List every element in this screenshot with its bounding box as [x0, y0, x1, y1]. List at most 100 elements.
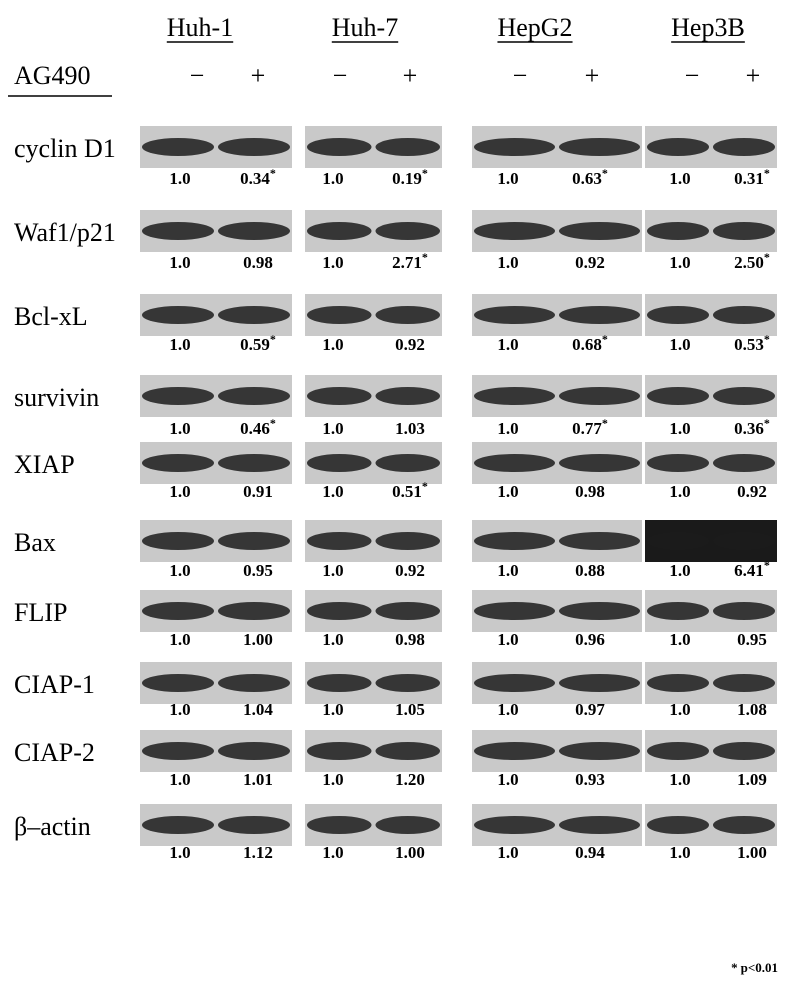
treatment-sign: +: [403, 61, 418, 90]
quant-value: 1.0: [669, 419, 690, 438]
quant-number: 0.19: [392, 169, 422, 188]
quant-value: 1.0: [169, 482, 190, 501]
blot-band: [713, 816, 775, 834]
protein-label: FLIP: [14, 598, 67, 627]
quant-value: 1.20: [395, 770, 425, 789]
quant-value: 1.0: [497, 253, 518, 272]
quant-value: 1.0: [322, 561, 343, 580]
blot-band: [559, 454, 640, 472]
quant-value: 0.98: [575, 482, 605, 501]
blot-band: [307, 138, 372, 156]
blot-band: [713, 222, 775, 240]
quant-value: 1.0: [169, 253, 190, 272]
blot-band: [474, 674, 555, 692]
blot-band: [376, 602, 441, 620]
blot-band: [142, 674, 214, 692]
figure: Huh-1−+Huh-7−+HepG2−+Hep3B−+AG490cyclin …: [0, 0, 792, 984]
significance-mark: *: [602, 332, 608, 346]
quant-value: 1.0: [669, 770, 690, 789]
blot-band: [307, 306, 372, 324]
quant-value: 0.88: [575, 561, 605, 580]
blot-band: [713, 602, 775, 620]
footnote-mark: *: [731, 960, 738, 975]
blot-band: [559, 222, 640, 240]
quant-value: 1.0: [497, 482, 518, 501]
quant-value: 1.0: [322, 419, 343, 438]
blot-band: [142, 387, 214, 405]
quant-value: 1.0: [497, 419, 518, 438]
blot-band: [713, 138, 775, 156]
blot-band: [307, 222, 372, 240]
quant-value: 1.0: [669, 700, 690, 719]
quant-number: 0.59: [240, 335, 270, 354]
significance-mark: *: [422, 250, 428, 264]
blot-band: [713, 532, 775, 550]
blot-band: [647, 532, 709, 550]
quant-value: 0.95: [737, 630, 767, 649]
blot-band: [647, 138, 709, 156]
blot-band: [307, 454, 372, 472]
treatment-sign: +: [746, 61, 761, 90]
quant-value: 1.0: [169, 419, 190, 438]
quant-value: 1.09: [737, 770, 767, 789]
blot-band: [218, 222, 290, 240]
significance-mark: *: [764, 166, 770, 180]
column-header: Huh-1: [167, 13, 233, 42]
blot-band: [559, 306, 640, 324]
blot-band: [647, 222, 709, 240]
quant-value: 1.0: [169, 843, 190, 862]
blot-band: [307, 387, 372, 405]
quant-value: 0.92: [395, 335, 425, 354]
treatment-sign: −: [190, 61, 205, 90]
significance-mark: *: [270, 166, 276, 180]
blot-band: [307, 602, 372, 620]
blot-band: [647, 306, 709, 324]
blot-band: [376, 532, 441, 550]
quant-value: 1.12: [243, 843, 273, 862]
significance-mark: *: [602, 416, 608, 430]
blot-band: [647, 387, 709, 405]
treatment-label: AG490: [14, 61, 91, 90]
quant-number: 6.41: [734, 561, 764, 580]
protein-label: CIAP-1: [14, 670, 95, 699]
quant-number: 0.34: [240, 169, 270, 188]
blot-band: [218, 306, 290, 324]
blot-band: [474, 742, 555, 760]
blot-band: [559, 387, 640, 405]
blot-band: [307, 532, 372, 550]
blot-band: [474, 387, 555, 405]
blot-band: [307, 742, 372, 760]
blot-band: [559, 532, 640, 550]
blot-band: [713, 454, 775, 472]
significance-mark: *: [422, 479, 428, 493]
blot-band: [474, 222, 555, 240]
quant-value: 0.93: [575, 770, 605, 789]
quant-value: 1.0: [669, 561, 690, 580]
quant-value: 1.0: [669, 335, 690, 354]
blot-band: [713, 742, 775, 760]
quant-value: 1.0: [669, 843, 690, 862]
blot-band: [142, 138, 214, 156]
blot-band: [376, 816, 441, 834]
treatment-sign: +: [251, 61, 266, 90]
quant-value: 0.91: [243, 482, 273, 501]
quant-number: 0.46: [240, 419, 270, 438]
significance-mark: *: [764, 558, 770, 572]
blot-band: [142, 816, 214, 834]
quant-value: 1.0: [322, 630, 343, 649]
column-header: Huh-7: [332, 13, 398, 42]
quant-number: 0.63: [572, 169, 602, 188]
quant-value: 1.0: [497, 561, 518, 580]
quant-value: 1.0: [669, 630, 690, 649]
quant-value: 1.0: [322, 770, 343, 789]
quant-value: 1.0: [497, 335, 518, 354]
significance-mark: *: [602, 166, 608, 180]
quant-value: 1.08: [737, 700, 767, 719]
significance-mark: *: [764, 416, 770, 430]
blot-band: [142, 306, 214, 324]
quant-value: 1.0: [497, 700, 518, 719]
column-header: Hep3B: [671, 13, 745, 42]
significance-mark: *: [270, 416, 276, 430]
quant-value: 1.0: [497, 169, 518, 188]
significance-mark: *: [422, 166, 428, 180]
